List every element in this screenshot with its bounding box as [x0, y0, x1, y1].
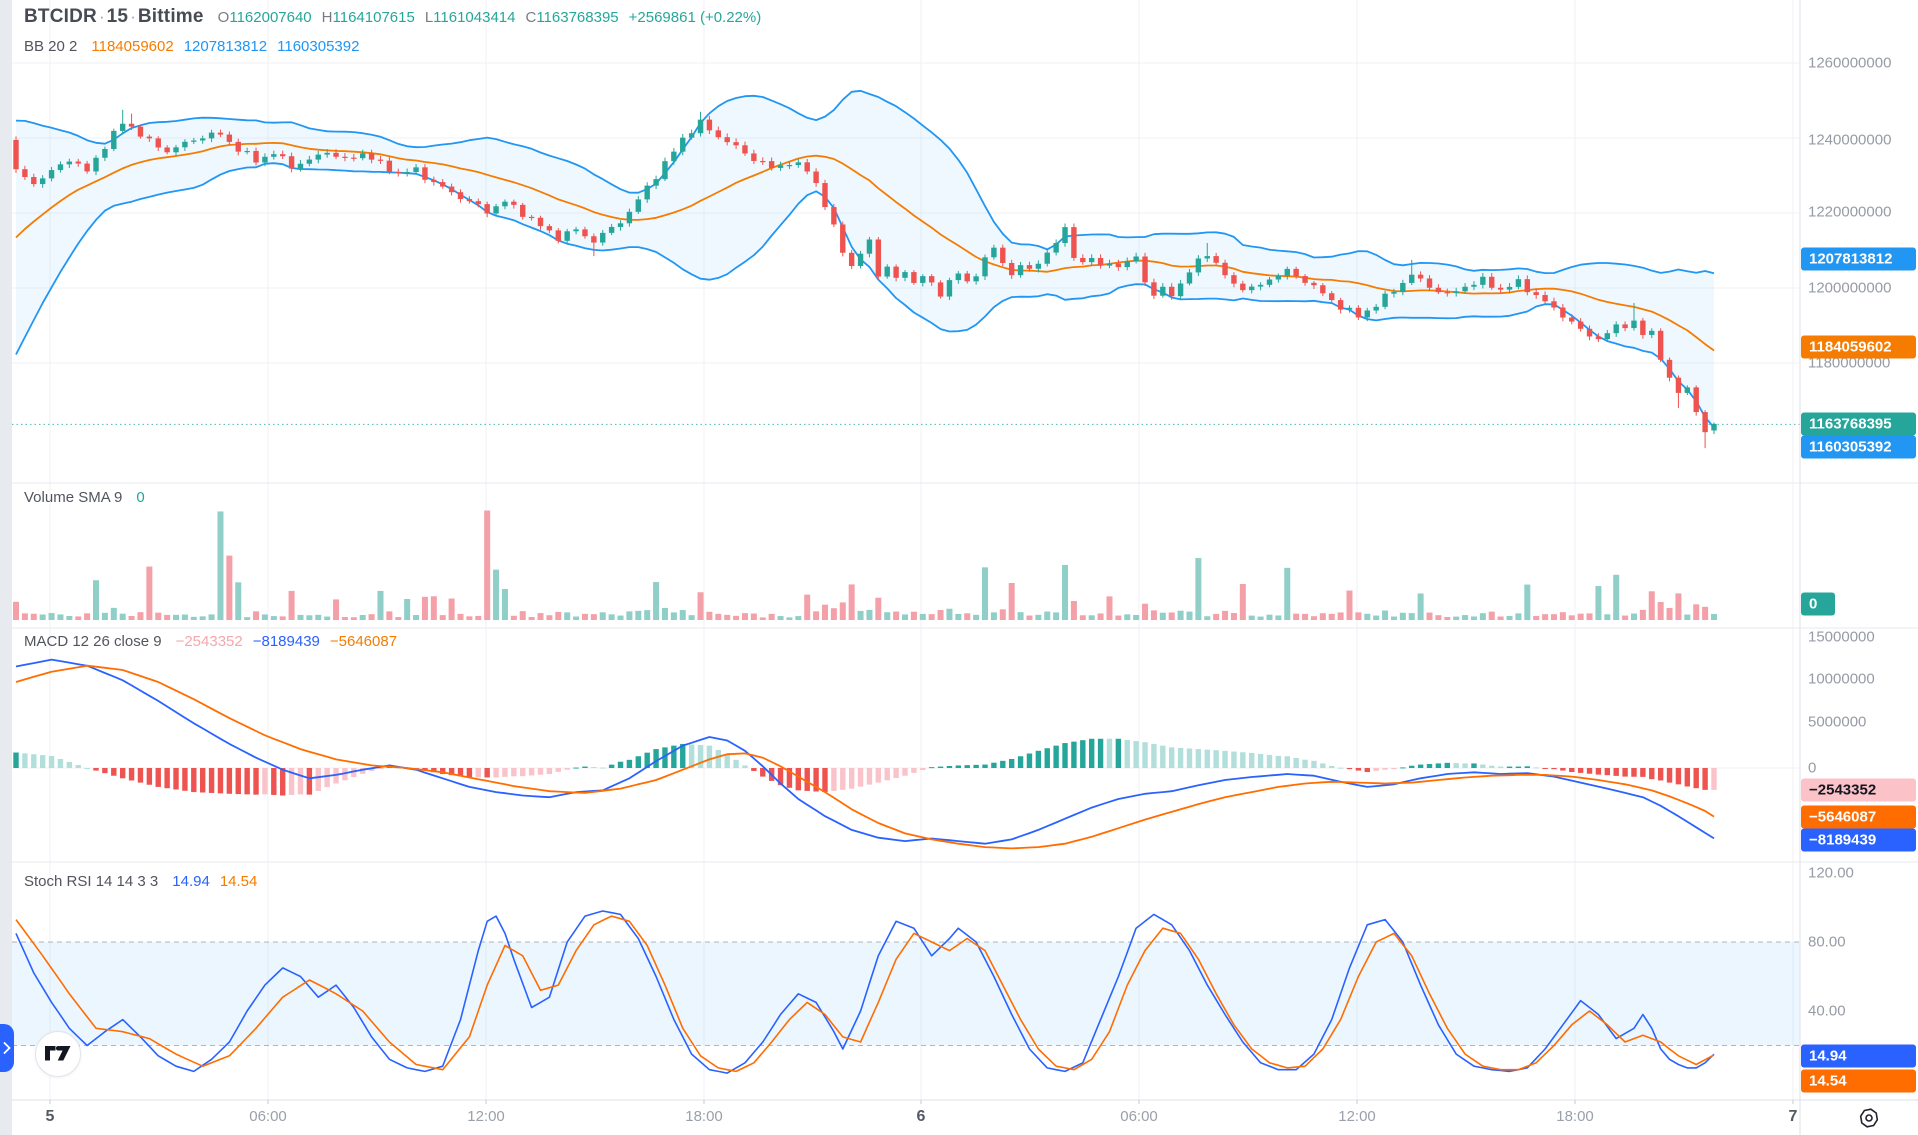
time-tick: 18:00 [1556, 1108, 1594, 1125]
time-tick: 06:00 [249, 1108, 287, 1125]
low-value: 1161043414 [433, 9, 516, 26]
macd-line-value: −8189439 [252, 633, 320, 650]
price-badge: 1160305392 [1801, 435, 1916, 459]
price-badge: 1207813812 [1801, 247, 1916, 271]
time-axis-scale[interactable] [0, 1100, 1918, 1135]
bb-basis-value: 1184059602 [91, 38, 174, 55]
tradingview-logo-icon [45, 1046, 71, 1061]
time-tick: 06:00 [1120, 1108, 1158, 1125]
symbol-exchange[interactable]: Bittime [137, 6, 204, 27]
symbol-name[interactable]: BTCIDR [24, 6, 97, 27]
price-tick-label: 1200000000 [1808, 279, 1892, 297]
chart-settings-button[interactable] [1857, 1106, 1881, 1130]
symbol-interval[interactable]: 15 [106, 6, 129, 27]
macd-tick-label: 5000000 [1808, 713, 1867, 731]
price-tick-label: 1220000000 [1808, 203, 1892, 221]
time-tick: 12:00 [467, 1108, 505, 1125]
low-label: L [424, 9, 434, 26]
chevron-right-icon [3, 1042, 11, 1054]
bb-lower-value: 1160305392 [277, 38, 360, 55]
stoch-k-value: 14.94 [172, 873, 210, 890]
macd-legend: MACD 12 26 close 9 −2543352 −8189439 −56… [24, 633, 397, 650]
high-value: 1164107615 [332, 9, 415, 26]
price-tick-label: 1240000000 [1808, 131, 1892, 149]
stoch-tick-label: 80.00 [1808, 933, 1846, 951]
bb-upper-value: 1207813812 [183, 38, 268, 55]
bb-legend: BB 20 2 1184059602 1207813812 1160305392 [24, 38, 359, 55]
stoch-badge: 14.94 [1801, 1044, 1916, 1068]
stoch-title[interactable]: Stoch RSI 14 14 3 3 [24, 873, 159, 890]
time-tick: 12:00 [1338, 1108, 1376, 1125]
macd-signal-value: −5646087 [329, 633, 398, 650]
time-tick: 18:00 [685, 1108, 723, 1125]
expand-watchlist-button[interactable] [0, 1024, 14, 1072]
separator-dot: · [98, 7, 105, 26]
price-tick-label: 1180000000 [1808, 354, 1891, 372]
volume-sma-value: 0 [136, 489, 145, 506]
volume-title[interactable]: Volume SMA 9 [24, 489, 123, 506]
macd-badge: −5646087 [1801, 805, 1916, 829]
close-label: C [525, 9, 537, 26]
macd-tick-label: 0 [1808, 759, 1817, 777]
stoch-d-value: 14.54 [219, 873, 258, 890]
open-label: O [217, 9, 230, 26]
symbol-legend: BTCIDR · 15 · Bittime O1162007640 H11641… [24, 6, 761, 28]
macd-tick-label: 10000000 [1808, 670, 1875, 688]
price-tick-label: 1260000000 [1808, 54, 1892, 72]
separator-dot: · [130, 7, 136, 26]
volume-sma-badge: 0 [1801, 592, 1835, 616]
macd-title[interactable]: MACD 12 26 close 9 [24, 633, 162, 650]
price-badge: 1163768395 [1801, 412, 1916, 436]
symbol-title[interactable]: BTCIDR · 15 · Bittime [24, 6, 204, 28]
bb-title[interactable]: BB 20 2 [24, 38, 78, 55]
price-axis-scale[interactable] [1800, 0, 1918, 1100]
macd-tick-label: 15000000 [1808, 628, 1875, 646]
change-value: +2569861 (+0.22%) [628, 9, 762, 26]
macd-badge: −2543352 [1801, 778, 1916, 802]
close-value: 1163768395 [536, 9, 619, 26]
macd-badge: −8189439 [1801, 828, 1916, 852]
ohlc-values: O1162007640 H1164107615 L1161043414 C116… [218, 9, 762, 26]
stoch-badge: 14.54 [1801, 1069, 1916, 1093]
time-tick-day: 5 [45, 1108, 55, 1125]
stoch-tick-label: 40.00 [1808, 1002, 1846, 1020]
high-label: H [321, 9, 333, 26]
time-tick-day: 6 [916, 1108, 926, 1125]
open-value: 1162007640 [229, 9, 312, 26]
stoch-tick-label: 120.00 [1808, 864, 1854, 882]
left-toolbar-strip [0, 0, 12, 1135]
price-badge: 1184059602 [1801, 335, 1916, 359]
volume-legend: Volume SMA 9 0 [24, 489, 145, 506]
time-tick-day: 7 [1788, 1108, 1798, 1125]
gear-icon [1859, 1108, 1879, 1128]
stoch-legend: Stoch RSI 14 14 3 3 14.94 14.54 [24, 873, 257, 890]
macd-hist-value: −2543352 [175, 633, 243, 650]
tradingview-logo[interactable] [35, 1031, 81, 1077]
